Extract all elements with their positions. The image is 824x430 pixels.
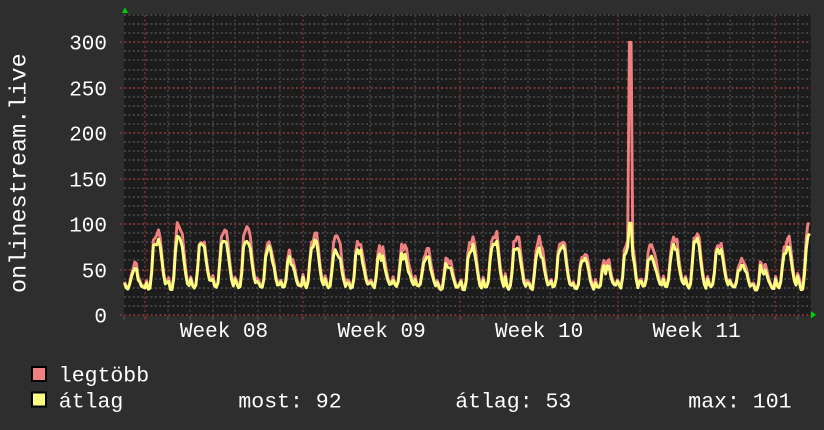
svg-text:250: 250 — [69, 80, 107, 103]
svg-text:50: 50 — [82, 262, 107, 285]
svg-text:most: 92: most: 92 — [238, 391, 341, 415]
svg-text:legtöbb: legtöbb — [59, 365, 149, 389]
svg-text:150: 150 — [69, 171, 107, 194]
svg-text:max: 101: max: 101 — [688, 391, 791, 415]
svg-text:Week 10: Week 10 — [495, 321, 583, 344]
svg-text:Week 08: Week 08 — [180, 321, 268, 344]
svg-text:0: 0 — [94, 307, 107, 330]
svg-text:onlinestream.live: onlinestream.live — [7, 53, 34, 293]
svg-text:300: 300 — [69, 34, 107, 57]
svg-text:200: 200 — [69, 125, 107, 148]
svg-text:átlag: átlag — [59, 391, 124, 415]
svg-text:Week 09: Week 09 — [337, 321, 425, 344]
svg-text:Week 11: Week 11 — [652, 321, 740, 344]
svg-text:100: 100 — [69, 216, 107, 239]
svg-text:átlag: 53: átlag: 53 — [455, 391, 571, 415]
